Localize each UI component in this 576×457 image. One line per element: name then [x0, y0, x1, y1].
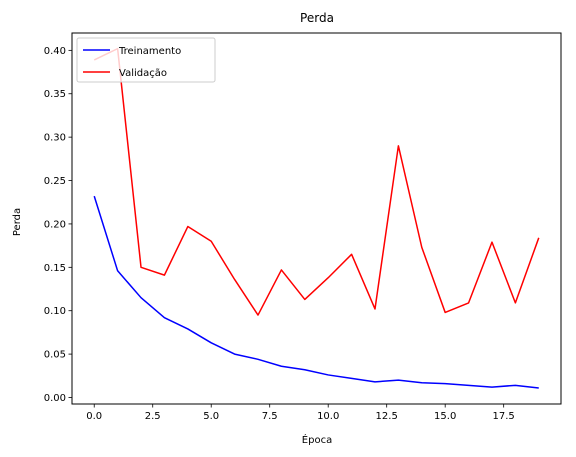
- y-tick-label: 0.20: [44, 219, 66, 230]
- y-tick-label: 0.35: [44, 89, 66, 100]
- ticks-layer: 0.0 2.5 5.0 7.5 10.0 12.5 15.0 17.5 0.00 0.05 0.10…: [44, 46, 515, 422]
- y-tick-label: 0.25: [44, 176, 66, 187]
- x-tick-label: 7.5: [262, 411, 278, 422]
- x-tick-label: 15.0: [434, 411, 456, 422]
- x-axis-label: Época: [302, 433, 332, 446]
- x-tick-label: 0.0: [86, 411, 102, 422]
- legend-box: [76, 37, 216, 83]
- plot-frame: [71, 32, 562, 405]
- y-tick-label: 0.00: [44, 393, 66, 404]
- x-tick-label: 5.0: [203, 411, 219, 422]
- y-axis-label: Perda: [12, 208, 23, 236]
- y-tick-label: 0.30: [44, 133, 66, 144]
- legend-label: Validação: [119, 68, 167, 79]
- series-line-0: [93, 195, 539, 389]
- series-line-1: [93, 47, 540, 316]
- legend: Treinamento Validação: [76, 37, 216, 83]
- y-tick-label: 0.05: [44, 350, 66, 361]
- x-tick-label: 10.0: [317, 411, 339, 422]
- y-tick-label: 0.40: [44, 46, 66, 57]
- legend-label: Treinamento: [118, 46, 181, 57]
- y-tick-label: 0.10: [44, 306, 66, 317]
- x-tick-label: 2.5: [145, 411, 161, 422]
- x-tick-label: 12.5: [376, 411, 398, 422]
- x-tick-label: 17.5: [493, 411, 515, 422]
- y-tick-label: 0.15: [44, 263, 66, 274]
- chart-title: Perda: [300, 11, 334, 25]
- series-layer: [93, 47, 540, 389]
